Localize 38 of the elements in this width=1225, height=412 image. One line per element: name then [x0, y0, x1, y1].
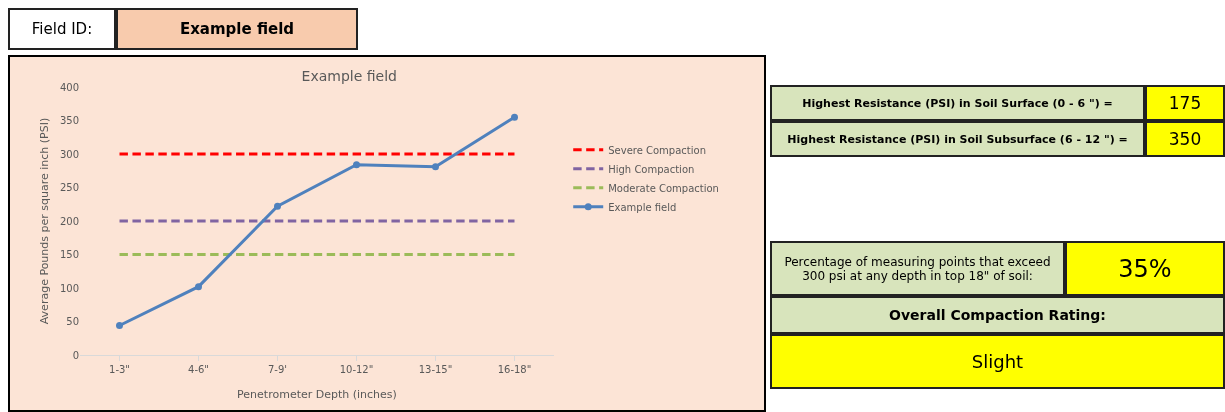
y-tick-label: 0: [72, 349, 79, 361]
y-tick-label: 300: [59, 148, 79, 160]
x-tick-label: 1-3": [109, 364, 130, 375]
point: [195, 283, 202, 291]
point: [432, 163, 439, 171]
point: [353, 161, 360, 169]
y-axis-title: Average Pounds per square inch (PSI): [38, 117, 51, 325]
x-tick-label: 16-18": [497, 364, 532, 375]
text: 175: [1145, 85, 1225, 121]
x-tick-label: 10-12": [339, 364, 374, 375]
y-tick-label: 400: [59, 81, 79, 93]
point: [511, 113, 518, 121]
text: 35%: [1065, 241, 1225, 296]
text: Example field: [116, 8, 358, 50]
point: [274, 202, 281, 210]
text: Overall Compaction Rating:: [770, 296, 1225, 334]
legend-label: Moderate Compaction: [608, 182, 719, 194]
x-tick-label: 13-15": [418, 364, 453, 375]
text: Slight: [770, 334, 1225, 389]
y-tick-label: 250: [59, 182, 79, 193]
legend-label: Example field: [608, 201, 677, 213]
text: 350: [1145, 121, 1225, 157]
text: Percentage of measuring points that exceed 300 psi at any depth in top 18" of soil:: [770, 241, 1065, 296]
y-tick-label: 350: [59, 115, 79, 126]
y-tick-label: 100: [59, 282, 79, 294]
chart-title: Example field: [301, 67, 397, 84]
x-tick-label: 7-9': [267, 364, 288, 375]
x-axis-title: Penetrometer Depth (inches): [237, 388, 397, 401]
legend-label: Severe Compaction: [608, 144, 706, 156]
y-tick-label: 200: [59, 215, 79, 227]
text: Field ID:: [8, 8, 116, 50]
text: Highest Resistance (PSI) in Soil Subsurface (6 - 12 ") =: [770, 121, 1145, 157]
y-tick-label: 50: [66, 316, 79, 327]
x-tick-label: 4-6": [188, 364, 209, 375]
text: Highest Resistance (PSI) in Soil Surface (0 - 6 ") =: [770, 85, 1145, 121]
y-tick-label: 150: [59, 249, 79, 260]
legend-label: High Compaction: [608, 163, 695, 175]
point: [116, 322, 123, 330]
